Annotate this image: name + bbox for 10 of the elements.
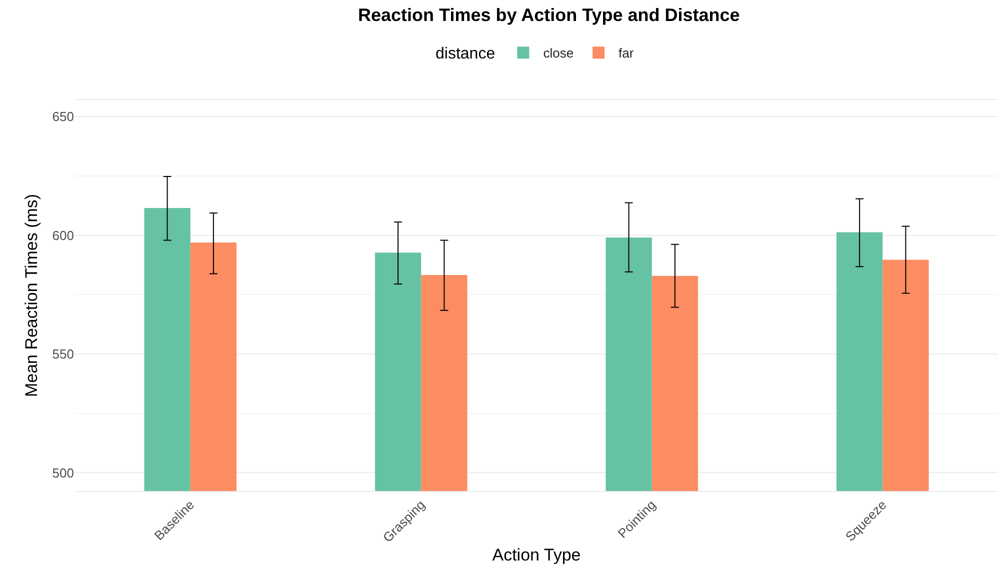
- chart-title: Reaction Times by Action Type and Distance: [358, 5, 740, 26]
- y-tick-label: 500: [52, 465, 74, 480]
- legend-label: close: [543, 46, 574, 61]
- y-tick-label: 550: [52, 346, 74, 362]
- y-tick-label: 650: [52, 109, 74, 124]
- legend-title: distance: [436, 46, 496, 63]
- y-axis-title: Mean Reaction Times (ms): [22, 194, 41, 398]
- y-tick-label: 600: [52, 228, 74, 243]
- legend-label: far: [618, 46, 634, 61]
- x-axis-title: Action Type: [492, 546, 581, 565]
